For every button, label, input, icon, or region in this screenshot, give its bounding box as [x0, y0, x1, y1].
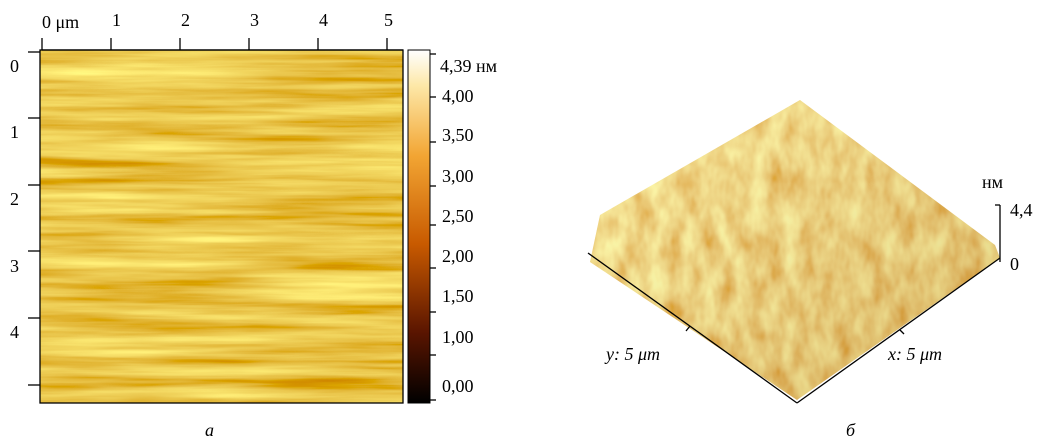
x-tick-label: 2	[181, 10, 190, 30]
y-ticks	[28, 51, 40, 386]
x-tick-label: 3	[250, 10, 259, 30]
afm-image	[40, 50, 403, 403]
surface-axes	[587, 204, 1001, 404]
colorbar-label: 1,50	[442, 286, 474, 306]
x-tick-label: 0 μm	[42, 12, 79, 32]
colorbar-label: 0,00	[442, 376, 474, 396]
z-min: 0	[1010, 254, 1019, 274]
colorbar-label: 4,39 нм	[440, 56, 497, 76]
x-tick-label: 5	[384, 10, 393, 30]
x-tick-label: 1	[112, 10, 121, 30]
colorbar-label: 2,00	[442, 246, 474, 266]
colorbar	[407, 49, 431, 404]
x-tick-label: 4	[319, 10, 328, 30]
y-tick-label: 2	[10, 189, 19, 209]
y-tick-label: 0	[10, 56, 19, 76]
caption: а	[205, 420, 214, 440]
y-tick-label: 4	[10, 322, 19, 342]
colorbar-label: 3,00	[442, 166, 474, 186]
caption: б	[846, 420, 856, 440]
colorbar-label: 4,00	[442, 86, 474, 106]
y-tick-label: 1	[10, 122, 19, 142]
colorbar-label: 1,00	[442, 327, 474, 347]
colorbar-label: 3,50	[442, 125, 474, 145]
y-tick-label: 3	[10, 256, 19, 276]
x-ticks	[41, 38, 403, 51]
z-max: 4,4	[1010, 200, 1033, 220]
z-unit: нм	[982, 172, 1003, 192]
colorbar-label: 2,50	[442, 206, 474, 226]
y-axis-label: y: 5 μm	[604, 344, 660, 364]
x-axis-label: x: 5 μm	[887, 344, 942, 364]
colorbar-ticks	[430, 53, 436, 401]
